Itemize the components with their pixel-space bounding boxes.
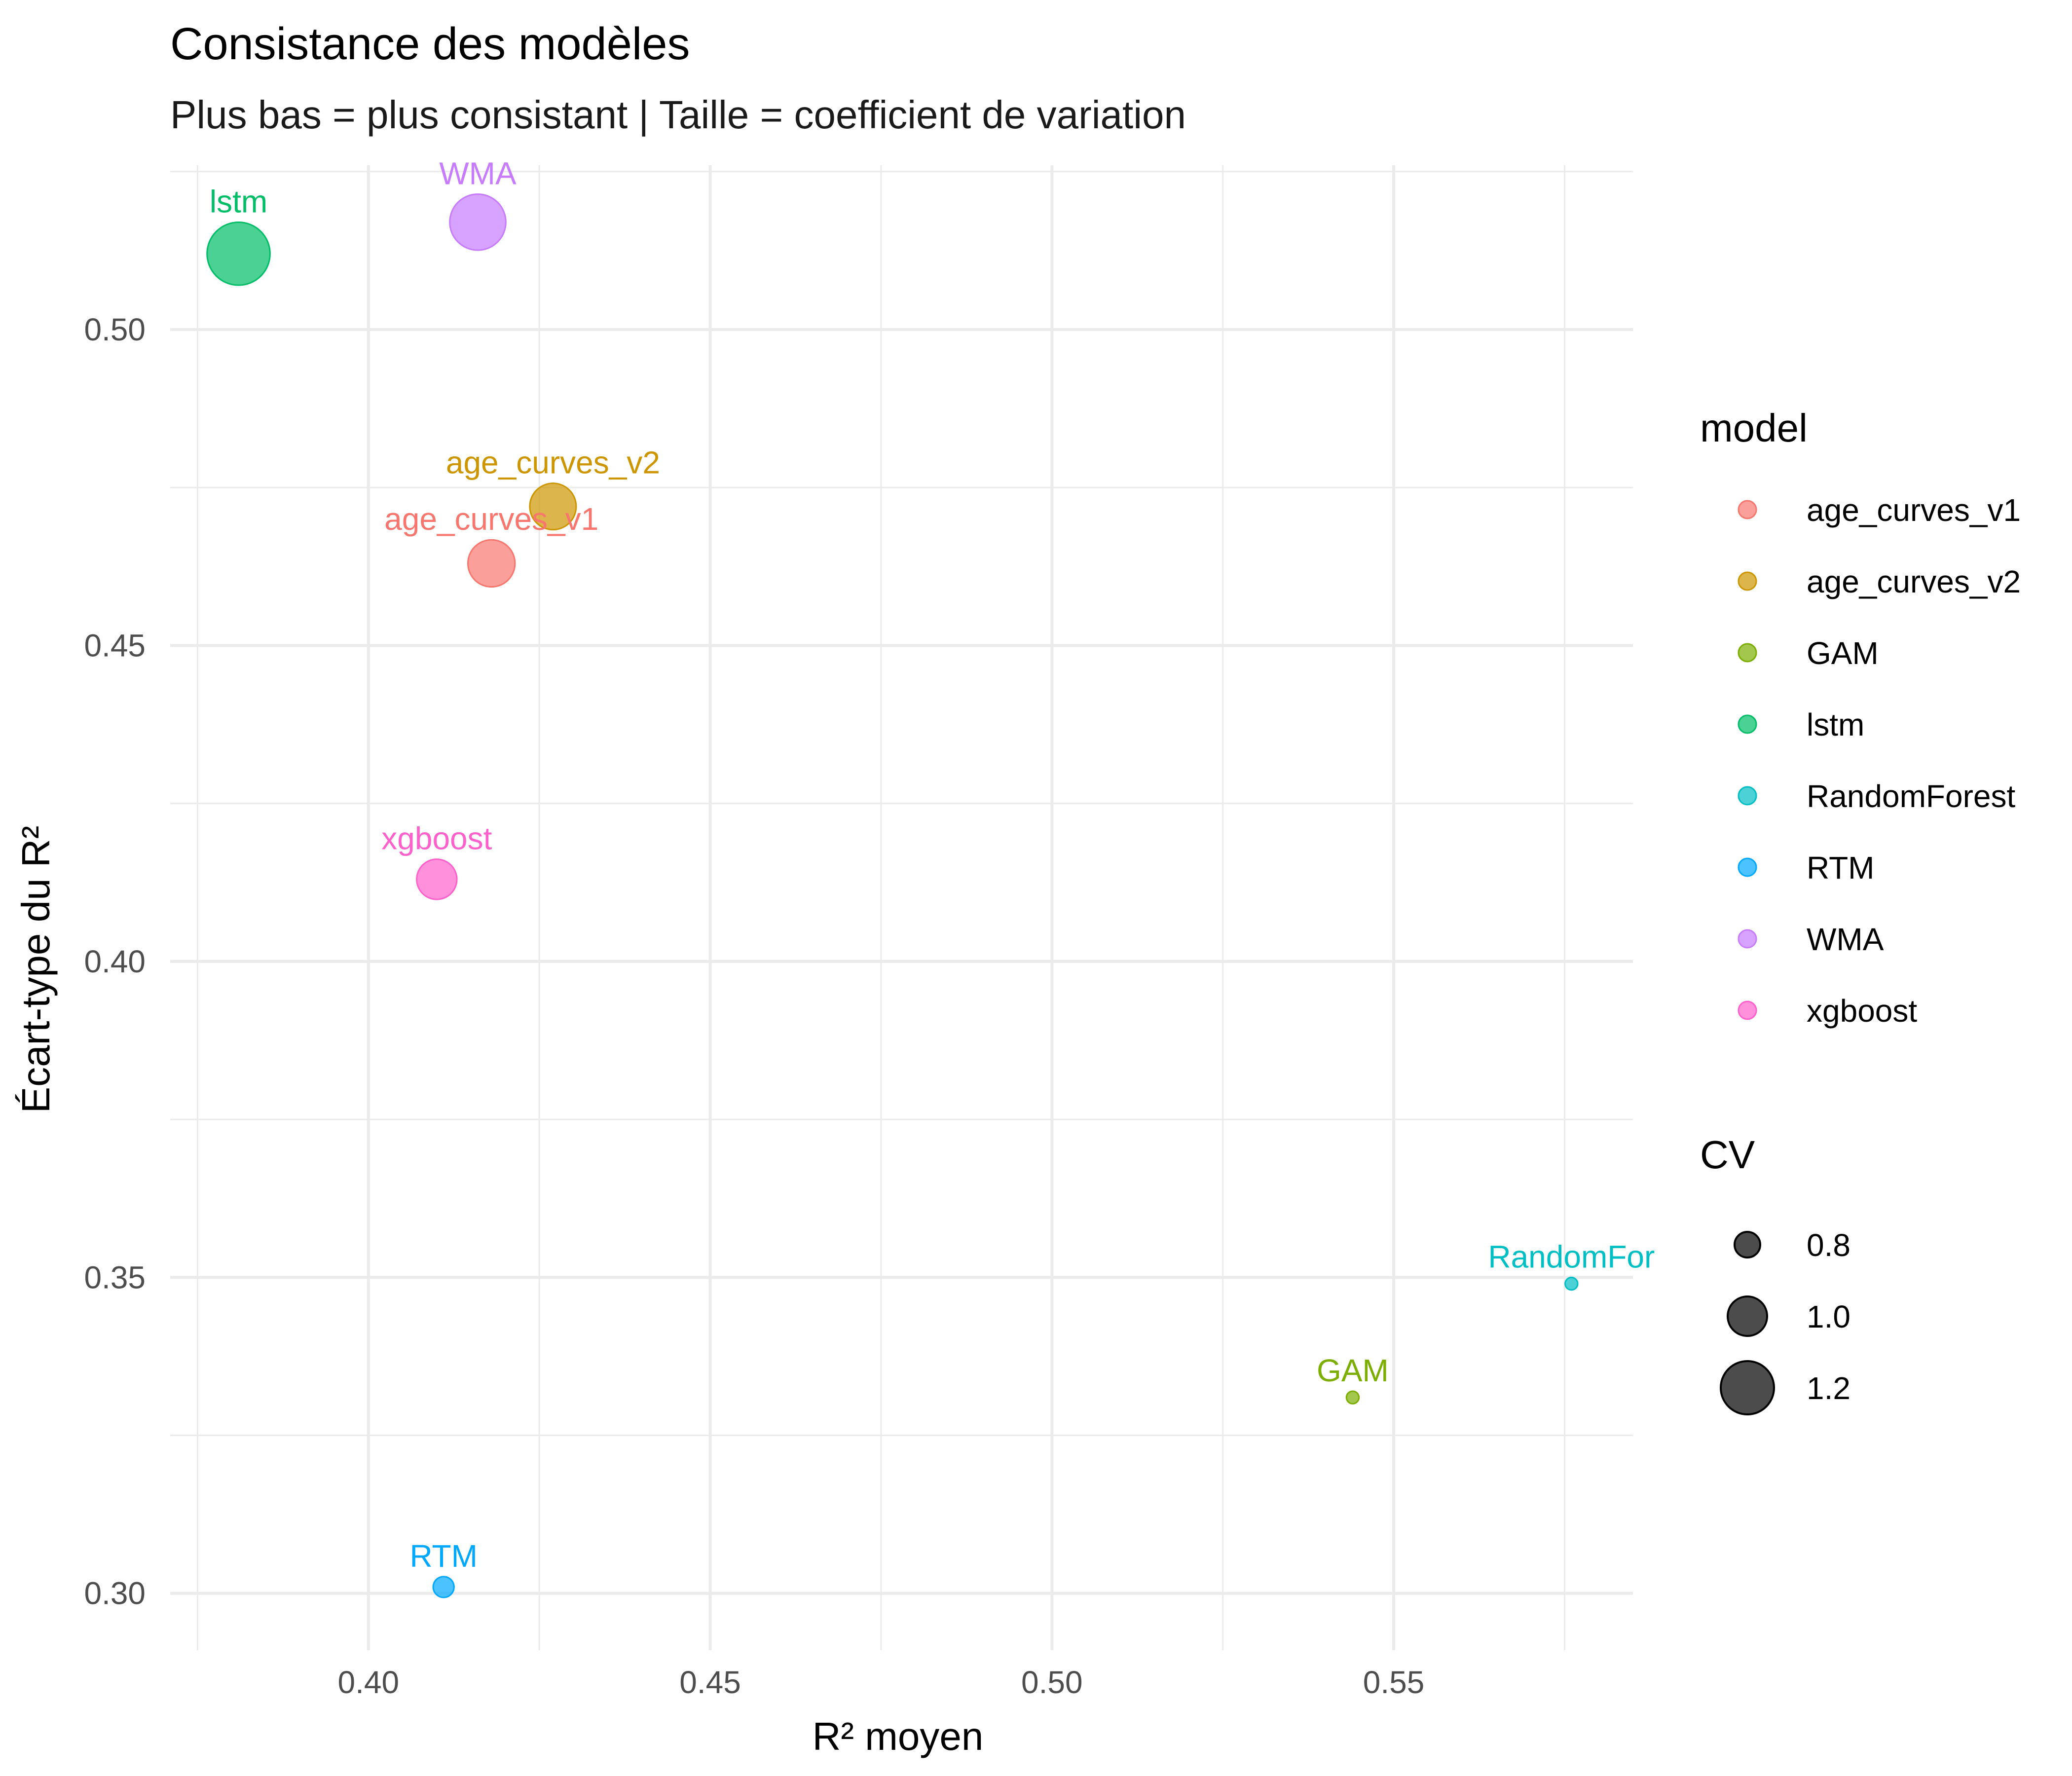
color-legend-title: model (1700, 406, 1808, 450)
size-legend-label: 1.0 (1807, 1299, 1850, 1334)
legend-label-lstm: lstm (1807, 707, 1864, 742)
size-legend-label: 1.2 (1807, 1370, 1850, 1406)
data-label-lstm: lstm (210, 184, 267, 220)
y-tick-label: 0.30 (84, 1576, 146, 1611)
legend-key-lstm (1738, 714, 1757, 734)
data-label-GAM: GAM (1317, 1353, 1389, 1388)
x-tick-label: 0.55 (1363, 1665, 1425, 1700)
data-point-age_curves_v2 (529, 482, 577, 531)
axes: 0.40 0.45 0.50 0.55 0.30 0.35 0.40 0.45 0.50 (84, 312, 1424, 1700)
y-tick-label: 0.40 (84, 944, 146, 979)
legend-label-age_curves_v1: age_curves_v1 (1807, 492, 2021, 528)
size-legend-key (1734, 1231, 1761, 1258)
plot-panel (170, 165, 1633, 1650)
data-label-age_curves_v2: age_curves_v2 (446, 445, 660, 481)
x-tick-label: 0.45 (679, 1665, 741, 1700)
size-legend-label: 0.8 (1807, 1227, 1850, 1263)
size-legend-key (1727, 1295, 1768, 1337)
data-point-age_curves_v1 (467, 539, 516, 588)
data-point-lstm (206, 222, 271, 286)
y-tick-label: 0.50 (84, 312, 146, 347)
data-point-WMA (449, 193, 507, 251)
y-tick-label: 0.35 (84, 1259, 146, 1295)
legend-key-age_curves_v1 (1738, 500, 1757, 519)
legend-key-xgboost (1738, 1000, 1757, 1020)
legend-label-RTM: RTM (1807, 850, 1874, 886)
legend-label-age_curves_v2: age_curves_v2 (1807, 564, 2021, 599)
x-axis-title: R² moyen (813, 1714, 984, 1758)
legend: age_curves_v1 age_curves_v2 GAM lstm RandomF… (1720, 492, 2021, 1415)
data-point-GAM (1345, 1390, 1360, 1405)
chart-title: Consistance des modèles (170, 19, 690, 69)
legend-key-RTM (1738, 857, 1757, 877)
legend-key-WMA (1738, 929, 1757, 949)
data-point-xgboost (416, 858, 458, 900)
data-points (206, 193, 1579, 1598)
data-label-RTM: RTM (409, 1538, 477, 1574)
data-point-RTM (432, 1576, 455, 1598)
legend-key-age_curves_v2 (1738, 571, 1757, 591)
data-label-RandomForest: RandomFor (1488, 1239, 1655, 1274)
x-tick-label: 0.40 (338, 1665, 400, 1700)
y-tick-label: 0.45 (84, 628, 146, 663)
legend-label-WMA: WMA (1807, 922, 1884, 957)
size-legend-title: CV (1700, 1133, 1755, 1177)
legend-label-RandomForest: RandomForest (1807, 778, 2016, 814)
size-legend-key (1720, 1360, 1775, 1415)
legend-key-RandomForest (1738, 786, 1757, 806)
chart-subtitle: Plus bas = plus consistant | Taille = co… (170, 93, 1186, 137)
y-axis-title: Écart-type du R² (14, 826, 58, 1113)
x-tick-label: 0.50 (1021, 1665, 1083, 1700)
legend-label-GAM: GAM (1807, 635, 1879, 671)
legend-key-GAM (1738, 643, 1757, 663)
legend-label-xgboost: xgboost (1807, 993, 1917, 1029)
data-label-age_curves_v1: age_curves_v1 (384, 501, 598, 537)
data-point-RandomForest (1564, 1276, 1579, 1291)
data-labels: age_curves_v1 age_curves_v2 GAM lstm RandomF… (210, 155, 1655, 1573)
data-label-xgboost: xgboost (381, 821, 492, 856)
data-label-WMA: WMA (439, 155, 517, 191)
